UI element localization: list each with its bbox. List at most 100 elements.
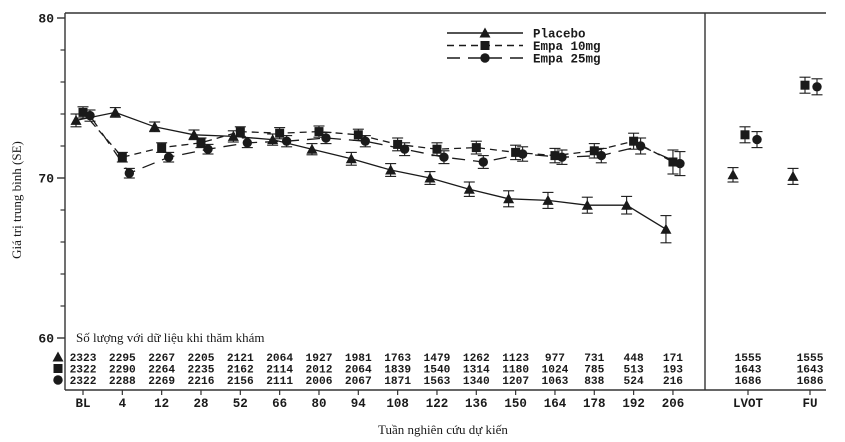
legend-label: Placebo	[533, 28, 586, 42]
risk-count: 2114	[266, 365, 293, 377]
data-point-circle	[675, 158, 685, 169]
risk-count: 785	[584, 365, 604, 377]
data-point-square	[314, 127, 324, 137]
data-point-square	[471, 143, 481, 153]
x-tick-label: 164	[544, 397, 567, 411]
data-point-circle	[635, 141, 646, 151]
x-tick-label: 192	[622, 397, 645, 411]
x-tick-label: FU	[802, 397, 817, 411]
square-icon	[53, 364, 63, 373]
risk-count: 171	[663, 353, 683, 365]
y-axis: 80 70 60	[38, 12, 65, 347]
risk-count: 1871	[384, 376, 411, 388]
data-point-triangle	[149, 121, 161, 132]
data-point-triangle	[385, 164, 397, 175]
x-tick-label: LVOT	[733, 397, 764, 411]
risk-count: 1123	[502, 353, 529, 365]
risk-count: 838	[584, 376, 604, 388]
risk-count: 977	[545, 353, 565, 365]
risk-count: 1643	[735, 365, 762, 377]
risk-count: 2205	[188, 353, 215, 365]
risk-count: 2067	[345, 376, 372, 388]
risk-count: 2322	[70, 376, 97, 388]
y-tick-label: 70	[38, 172, 54, 187]
data-point-triangle	[463, 183, 475, 194]
risk-table: 2323 2295 2267 2205 2121 2064 1927 1981 1763 1479…	[52, 351, 824, 388]
data-point-triangle	[581, 199, 593, 210]
risk-count: 2216	[188, 376, 215, 388]
x-axis-label: Tuần nghiên cứu dự kiến	[378, 422, 508, 437]
risk-count: 1180	[502, 365, 529, 377]
data-point-square	[196, 138, 206, 148]
risk-count: 1314	[463, 365, 490, 377]
data-point-triangle	[787, 170, 799, 181]
circle-icon	[53, 375, 63, 385]
risk-count: 1686	[797, 376, 824, 388]
data-point-triangle	[70, 114, 82, 125]
risk-count: 448	[624, 353, 644, 365]
data-point-square	[78, 107, 88, 117]
risk-count: 1479	[424, 353, 451, 365]
data-point-triangle	[306, 143, 318, 154]
data-point-square	[800, 80, 810, 90]
series-empa-25mg	[84, 78, 823, 179]
x-tick-label: 178	[583, 397, 606, 411]
y-tick-label: 80	[38, 12, 54, 27]
risk-count: 1555	[735, 353, 762, 365]
risk-count: 1763	[384, 353, 411, 365]
plot-frame	[64, 12, 826, 391]
triangle-icon	[479, 27, 491, 38]
x-tick-label: 80	[311, 397, 326, 411]
risk-count: 2064	[345, 365, 372, 377]
risk-count: 1063	[542, 376, 569, 388]
risk-count: 2156	[227, 376, 254, 388]
x-tick-label: 122	[426, 397, 449, 411]
x-tick-label: BL	[75, 397, 90, 411]
risk-count: 2322	[70, 365, 97, 377]
x-tick-label: 136	[465, 397, 488, 411]
data-point-circle	[399, 144, 410, 154]
x-tick-label: 150	[504, 397, 527, 411]
data-point-square	[235, 127, 245, 137]
risk-count: 2121	[227, 353, 254, 365]
data-point-triangle	[727, 169, 739, 180]
data-point-triangle	[109, 106, 121, 117]
data-point-circle	[478, 157, 488, 167]
risk-count: 2235	[188, 365, 215, 377]
series-line	[89, 115, 681, 174]
data-point-circle	[752, 134, 762, 145]
risk-count: 1981	[345, 353, 372, 365]
data-point-triangle	[424, 172, 436, 183]
x-tick-label: 94	[351, 397, 367, 411]
data-point-circle	[163, 152, 174, 162]
risk-count: 216	[663, 376, 683, 388]
data-point-square	[353, 130, 363, 140]
data-point-circle	[596, 150, 606, 161]
data-point-circle	[281, 136, 292, 146]
data-point-circle	[321, 133, 331, 143]
risk-count: 524	[624, 376, 644, 388]
risk-count: 2064	[266, 353, 293, 365]
risk-count: 1686	[735, 376, 762, 388]
data-point-square	[550, 151, 560, 161]
square-icon	[480, 41, 490, 50]
x-tick-label: 12	[154, 397, 169, 411]
data-point-triangle	[542, 194, 554, 205]
data-point-square	[740, 130, 750, 140]
series-empa-10mg	[77, 76, 811, 175]
triangle-icon	[52, 351, 64, 362]
y-tick-label: 60	[38, 332, 54, 347]
risk-count: 2162	[227, 365, 254, 377]
risk-count: 2006	[306, 376, 333, 388]
data-point-triangle	[227, 130, 239, 141]
risk-count: 2269	[148, 376, 175, 388]
data-point-circle	[360, 136, 371, 146]
risk-count: 2323	[70, 353, 97, 365]
risk-count: 1340	[463, 376, 490, 388]
data-point-square	[275, 128, 285, 138]
x-tick-label: 108	[386, 397, 409, 411]
risk-count: 2264	[148, 365, 175, 377]
x-tick-label: 206	[662, 397, 685, 411]
